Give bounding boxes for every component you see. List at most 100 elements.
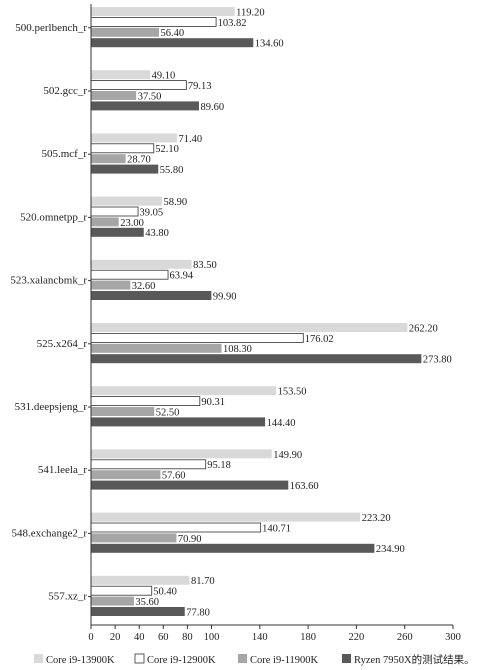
category-label-541-leela-r: 541.leela_r bbox=[38, 464, 88, 476]
value-label-ryzen-7950x-541-leela-r: 163.60 bbox=[290, 481, 319, 492]
bar-core-i9-13900k-541-leela-r bbox=[91, 449, 272, 459]
bar-core-i9-12900k-531-deepsjeng-r bbox=[90, 396, 201, 407]
value-label-core-i9-11900k-523-xalancbmk-r: 32.60 bbox=[132, 281, 156, 292]
value-label-core-i9-11900k-502-gcc-r: 37.50 bbox=[138, 91, 162, 102]
value-label-core-i9-12900k-548-exchange2-r: 140.71 bbox=[262, 523, 291, 534]
value-label-core-i9-12900k-541-leela-r: 95.18 bbox=[207, 460, 231, 471]
bar-core-i9-12900k-505-mcf-r bbox=[90, 143, 155, 154]
x-tick-label-0: 0 bbox=[88, 632, 93, 643]
category-label-505-mcf-r: 505.mcf_r bbox=[41, 148, 87, 160]
bar-core-i9-13900k-531-deepsjeng-r bbox=[91, 386, 277, 396]
legend-name-core-i9-11900k: Core i9-11900K bbox=[250, 655, 319, 666]
bar-ryzen-7950x-525-x264-r bbox=[91, 354, 422, 364]
value-label-core-i9-13900k-523-xalancbmk-r: 83.50 bbox=[193, 260, 217, 271]
value-label-core-i9-12900k-520-omnetpp-r: 39.05 bbox=[140, 207, 164, 218]
value-label-core-i9-13900k-500-perlbench-r: 119.20 bbox=[236, 7, 265, 18]
value-label-core-i9-13900k-557-xz-r: 81.70 bbox=[191, 576, 215, 587]
legend: Core i9-13900K Core i9-12900K Core i9-1190… bbox=[34, 653, 475, 666]
bar-core-i9-11900k-520-omnetpp-r bbox=[91, 217, 119, 227]
legend-label-core-i9-12900k: Core i9-12900K bbox=[147, 655, 216, 666]
value-label-core-i9-11900k-500-perlbench-r: 56.40 bbox=[160, 28, 184, 39]
value-label-ryzen-7950x-505-mcf-r: 55.80 bbox=[160, 165, 184, 176]
legend-swatch-ryzen-7950x bbox=[342, 654, 351, 663]
bar-core-i9-13900k-505-mcf-r bbox=[91, 133, 178, 143]
legend-label-ryzen-7950x: Ryzen 7950X的测试结果。 bbox=[354, 653, 475, 666]
value-label-core-i9-11900k-525-x264-r: 108.30 bbox=[223, 344, 252, 355]
value-label-ryzen-7950x-500-perlbench-r: 134.60 bbox=[255, 39, 284, 50]
value-label-core-i9-13900k-548-exchange2-r: 223.20 bbox=[362, 513, 391, 524]
value-label-core-i9-12900k-505-mcf-r: 52.10 bbox=[155, 144, 179, 155]
value-label-ryzen-7950x-525-x264-r: 273.80 bbox=[423, 355, 452, 366]
bars-layer bbox=[90, 7, 422, 616]
value-label-core-i9-13900k-520-omnetpp-r: 58.90 bbox=[163, 197, 187, 208]
bar-core-i9-11900k-525-x264-r bbox=[91, 343, 222, 353]
value-label-core-i9-12900k-525-x264-r: 176.02 bbox=[305, 334, 334, 345]
bar-ryzen-7950x-523-xalancbmk-r bbox=[91, 291, 212, 300]
value-label-core-i9-13900k-531-deepsjeng-r: 153.50 bbox=[278, 387, 307, 398]
bar-core-i9-12900k-520-omnetpp-r bbox=[90, 206, 139, 217]
bar-core-i9-13900k-500-perlbench-r bbox=[91, 7, 235, 16]
value-label-ryzen-7950x-502-gcc-r: 89.60 bbox=[200, 102, 224, 113]
value-label-core-i9-12900k-500-perlbench-r: 103.82 bbox=[218, 18, 247, 29]
value-label-core-i9-12900k-502-gcc-r: 79.13 bbox=[188, 81, 212, 92]
legend-swatch-core-i9-11900k bbox=[238, 654, 247, 663]
legend-swatch-core-i9-12900k bbox=[134, 653, 145, 664]
value-label-ryzen-7950x-531-deepsjeng-r: 144.40 bbox=[267, 418, 296, 429]
value-label-ryzen-7950x-557-xz-r: 77.80 bbox=[186, 607, 210, 618]
bar-core-i9-11900k-500-perlbench-r bbox=[91, 27, 159, 37]
bar-ryzen-7950x-505-mcf-r bbox=[91, 164, 159, 174]
bar-core-i9-13900k-523-xalancbmk-r bbox=[91, 259, 192, 269]
x-tick-label-220: 220 bbox=[349, 632, 365, 643]
value-label-core-i9-11900k-541-leela-r: 57.60 bbox=[162, 471, 186, 482]
bar-core-i9-12900k-548-exchange2-r bbox=[90, 522, 262, 533]
legend-label-core-i9-11900k: Core i9-11900K bbox=[250, 655, 319, 666]
x-tick-label-40: 40 bbox=[134, 632, 145, 643]
x-tick-label-100: 100 bbox=[204, 632, 220, 643]
axes bbox=[90, 4, 453, 626]
bar-core-i9-12900k-500-perlbench-r bbox=[90, 16, 217, 27]
bar-core-i9-12900k-502-gcc-r bbox=[90, 80, 187, 90]
x-tick-label-180: 180 bbox=[300, 632, 316, 643]
bar-core-i9-11900k-523-xalancbmk-r bbox=[91, 280, 131, 290]
bar-ryzen-7950x-548-exchange2-r bbox=[91, 543, 375, 553]
bar-core-i9-11900k-531-deepsjeng-r bbox=[91, 407, 155, 416]
value-label-core-i9-13900k-502-gcc-r: 49.10 bbox=[152, 71, 176, 82]
value-label-core-i9-11900k-520-omnetpp-r: 23.00 bbox=[120, 218, 144, 229]
bar-core-i9-11900k-557-xz-r bbox=[91, 596, 134, 606]
bar-core-i9-13900k-548-exchange2-r bbox=[91, 512, 361, 522]
value-label-ryzen-7950x-520-omnetpp-r: 43.80 bbox=[145, 228, 169, 239]
bar-core-i9-11900k-548-exchange2-r bbox=[91, 533, 177, 543]
x-tick-label-80: 80 bbox=[182, 632, 193, 643]
bar-ryzen-7950x-520-omnetpp-r bbox=[91, 227, 144, 237]
x-tick-label-60: 60 bbox=[158, 632, 169, 643]
x-tick-label-140: 140 bbox=[252, 632, 268, 643]
x-tick-label-300: 300 bbox=[445, 632, 461, 643]
legend-suffix: 的测试结果。 bbox=[412, 653, 475, 666]
bar-core-i9-11900k-502-gcc-r bbox=[91, 91, 137, 100]
bar-core-i9-11900k-505-mcf-r bbox=[91, 154, 126, 164]
category-label-525-x264-r: 525.x264_r bbox=[37, 338, 88, 350]
legend-name-core-i9-12900k: Core i9-12900K bbox=[147, 655, 216, 666]
value-label-ryzen-7950x-548-exchange2-r: 234.90 bbox=[376, 544, 405, 555]
x-ticks-layer: 0 20 40 60 80 100 140 180 220 260 300 bbox=[88, 625, 461, 643]
x-tick-label-20: 20 bbox=[110, 632, 121, 643]
category-label-523-xalancbmk-r: 523.xalancbmk_r bbox=[10, 275, 87, 287]
value-label-core-i9-13900k-541-leela-r: 149.90 bbox=[273, 450, 302, 461]
bar-core-i9-12900k-557-xz-r bbox=[90, 585, 153, 596]
category-label-500-perlbench-r: 500.perlbench_r bbox=[15, 22, 87, 34]
bar-ryzen-7950x-557-xz-r bbox=[91, 607, 185, 616]
bar-ryzen-7950x-500-perlbench-r bbox=[91, 38, 254, 48]
bar-core-i9-13900k-502-gcc-r bbox=[91, 70, 151, 80]
legend-name-core-i9-13900k: Core i9-13900K bbox=[46, 655, 115, 666]
bar-core-i9-12900k-523-xalancbmk-r bbox=[90, 269, 169, 280]
value-label-core-i9-12900k-523-xalancbmk-r: 63.94 bbox=[170, 271, 194, 282]
value-label-core-i9-13900k-525-x264-r: 262.20 bbox=[409, 323, 438, 334]
value-label-core-i9-11900k-548-exchange2-r: 70.90 bbox=[178, 534, 202, 545]
legend-name-ryzen-7950x: Ryzen 7950X bbox=[354, 655, 412, 666]
x-tick-label-260: 260 bbox=[397, 632, 413, 643]
category-label-557-xz-r: 557.xz_r bbox=[48, 591, 87, 603]
value-label-core-i9-11900k-557-xz-r: 35.60 bbox=[135, 597, 159, 608]
bar-core-i9-13900k-525-x264-r bbox=[91, 323, 408, 332]
